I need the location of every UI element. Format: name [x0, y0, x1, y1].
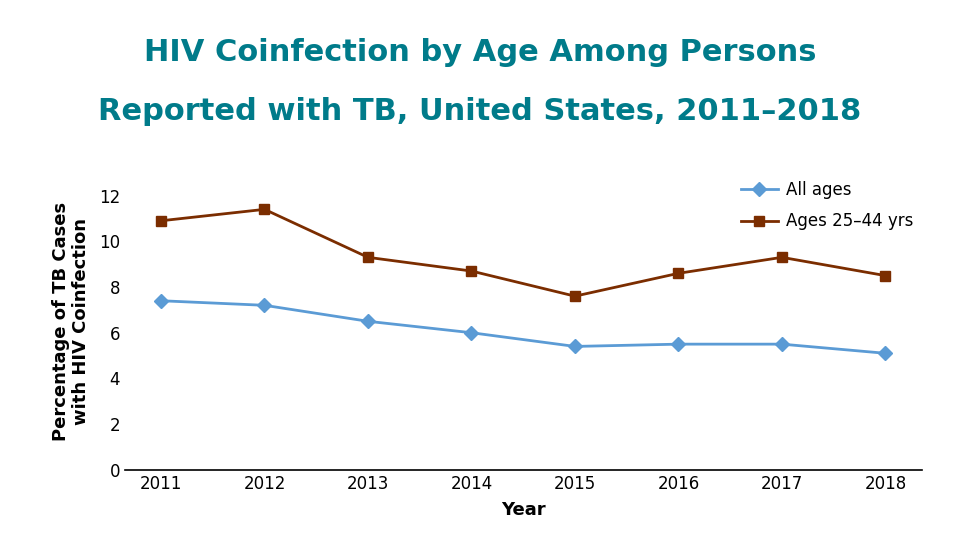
Line: Ages 25–44 yrs: Ages 25–44 yrs: [156, 205, 890, 301]
All ages: [569, 343, 581, 350]
Ages 25–44 yrs: [466, 268, 477, 274]
Text: Reported with TB, United States, 2011–2018: Reported with TB, United States, 2011–20…: [98, 97, 862, 126]
All ages: [879, 350, 891, 356]
Line: All ages: All ages: [156, 296, 890, 358]
Ages 25–44 yrs: [156, 218, 167, 224]
All ages: [156, 298, 167, 304]
Ages 25–44 yrs: [259, 206, 271, 213]
Ages 25–44 yrs: [673, 270, 684, 276]
X-axis label: Year: Year: [501, 501, 545, 519]
Text: HIV Coinfection by Age Among Persons: HIV Coinfection by Age Among Persons: [144, 38, 816, 67]
All ages: [776, 341, 787, 347]
All ages: [259, 302, 271, 308]
All ages: [362, 318, 373, 325]
Ages 25–44 yrs: [569, 293, 581, 299]
Ages 25–44 yrs: [776, 254, 787, 261]
Y-axis label: Percentage of TB Cases
with HIV Coinfection: Percentage of TB Cases with HIV Coinfect…: [52, 202, 90, 441]
Legend: All ages, Ages 25–44 yrs: All ages, Ages 25–44 yrs: [741, 181, 913, 231]
Ages 25–44 yrs: [362, 254, 373, 261]
Ages 25–44 yrs: [879, 272, 891, 279]
All ages: [673, 341, 684, 347]
All ages: [466, 329, 477, 336]
